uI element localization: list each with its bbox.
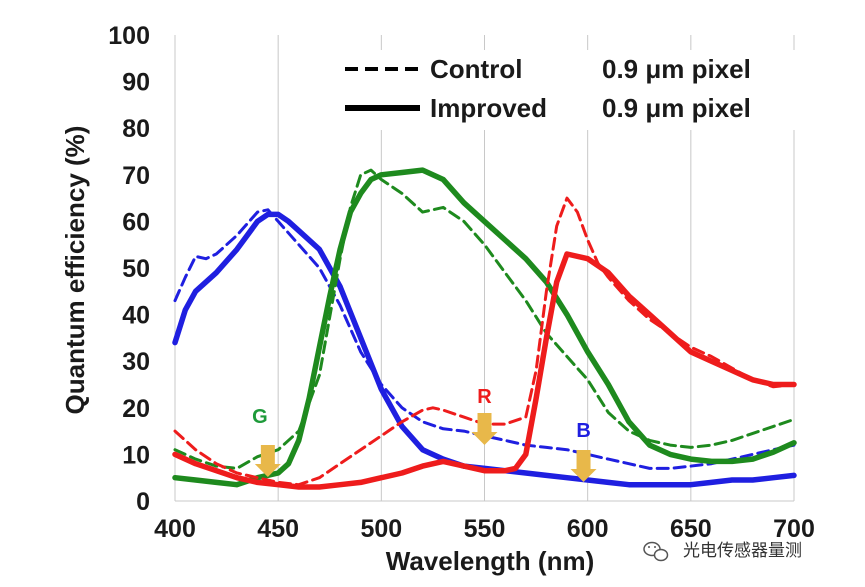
legend-label-improved: Improved <box>430 93 547 123</box>
green-solid-series-line <box>172 167 797 488</box>
x-tick-label: 700 <box>773 515 815 543</box>
y-tick-label: 20 <box>122 395 150 423</box>
y-tick-label: 40 <box>122 302 150 330</box>
arrow-shaft <box>576 450 591 470</box>
x-tick-label: 400 <box>154 515 196 543</box>
arrow-head-down <box>254 464 281 477</box>
series-layer <box>172 167 797 490</box>
x-axis-title: Wavelength (nm) <box>386 546 594 576</box>
y-tick-label: 100 <box>108 22 150 50</box>
annotation-layer: G R B <box>252 386 597 482</box>
annotation-label-g: G <box>252 406 268 428</box>
green-dashed-series-line <box>173 168 796 470</box>
y-axis-title: Quantum efficiency (%) <box>60 126 90 415</box>
arrow-shaft <box>477 413 492 433</box>
annotation-label-b: B <box>576 420 590 442</box>
x-tick-label: 500 <box>360 515 402 543</box>
x-tick-label: 650 <box>670 515 712 543</box>
x-tick-label: 450 <box>257 515 299 543</box>
legend-background <box>335 50 810 130</box>
y-tick-label: 90 <box>122 69 150 97</box>
red-solid-series-line <box>172 251 797 490</box>
annotation-b: B <box>570 420 597 482</box>
wechat-icon <box>643 541 669 562</box>
arrow-head-down <box>471 432 498 445</box>
y-tick-label: 80 <box>122 115 150 143</box>
watermark-text: 光电传感器量测 <box>683 541 802 561</box>
blue-dashed-series-line <box>173 208 796 470</box>
legend-label-control-pixel: 0.9 μm pixel <box>602 54 751 84</box>
annotation-r: R <box>471 386 498 445</box>
legend: Control 0.9 μm pixel Improved 0.9 μm pix… <box>335 50 810 130</box>
legend-label-improved-pixel: 0.9 μm pixel <box>602 93 751 123</box>
y-tick-label: 10 <box>122 441 150 469</box>
arrow-head-down <box>570 469 597 482</box>
y-tick-label: 0 <box>136 488 150 516</box>
watermark: 光电传感器量测 <box>643 541 802 562</box>
y-tick-label: 60 <box>122 208 150 236</box>
y-tick-label: 70 <box>122 162 150 190</box>
x-tick-label: 600 <box>567 515 609 543</box>
annotation-g: G <box>252 406 281 477</box>
y-tick-label: 30 <box>122 348 150 376</box>
y-tick-label: 50 <box>122 255 150 283</box>
arrow-shaft <box>260 445 275 465</box>
annotation-label-r: R <box>477 386 492 408</box>
legend-label-control: Control <box>430 54 522 84</box>
x-tick-label: 550 <box>464 515 506 543</box>
tick-labels: 0 10 20 30 40 50 60 70 80 90 100 400 450 500 550 600 650… <box>108 22 815 543</box>
